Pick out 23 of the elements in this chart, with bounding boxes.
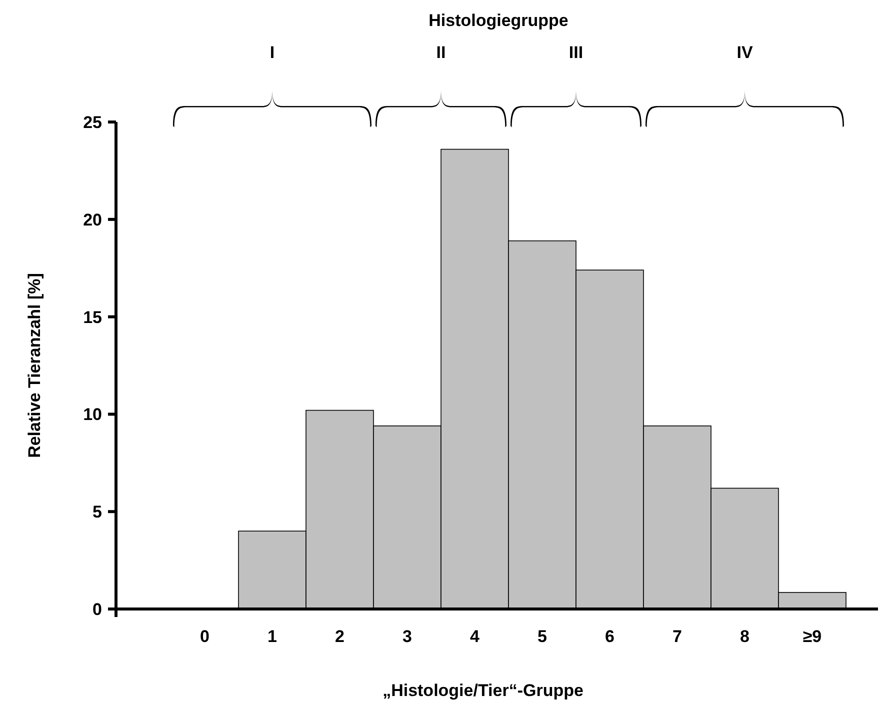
text: III xyxy=(568,43,584,62)
y-tick-label: 0 xyxy=(92,600,102,619)
x-tick-label: 0 xyxy=(200,627,210,646)
x-axis-title: „Histologie/Tier“-Gruppe xyxy=(382,681,584,700)
y-tick-label: 15 xyxy=(83,308,102,327)
y-tick-label: 10 xyxy=(83,405,102,424)
x-tick-label: 3 xyxy=(402,627,412,646)
x-tick-label: 5 xyxy=(538,627,547,646)
text: IV xyxy=(736,43,754,62)
x-tick-label: 8 xyxy=(740,627,750,646)
text: Histologiegruppe xyxy=(428,11,568,30)
y-tick-label: 20 xyxy=(83,210,102,230)
x-tick-label: 6 xyxy=(605,627,614,646)
y-tick-label: 25 xyxy=(83,112,102,132)
x-tick-label: 7 xyxy=(672,627,682,646)
x-tick-label: ≥9 xyxy=(802,627,822,646)
x-tick-label: 4 xyxy=(470,627,480,646)
text: II xyxy=(436,43,446,62)
y-axis-title: Relative Tieranzahl [%] xyxy=(25,273,44,458)
y-tick-label: 5 xyxy=(92,502,102,522)
x-tick-label: 1 xyxy=(268,627,277,646)
text: I xyxy=(270,43,275,62)
x-tick-label: 2 xyxy=(335,627,344,646)
